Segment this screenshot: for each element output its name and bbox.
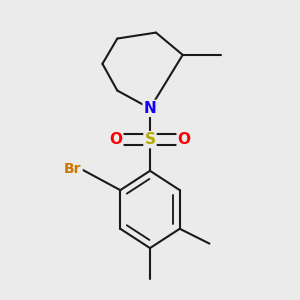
Text: N: N	[144, 101, 156, 116]
Text: Br: Br	[64, 162, 82, 176]
Text: O: O	[178, 132, 191, 147]
Text: O: O	[109, 132, 122, 147]
Text: S: S	[145, 132, 155, 147]
